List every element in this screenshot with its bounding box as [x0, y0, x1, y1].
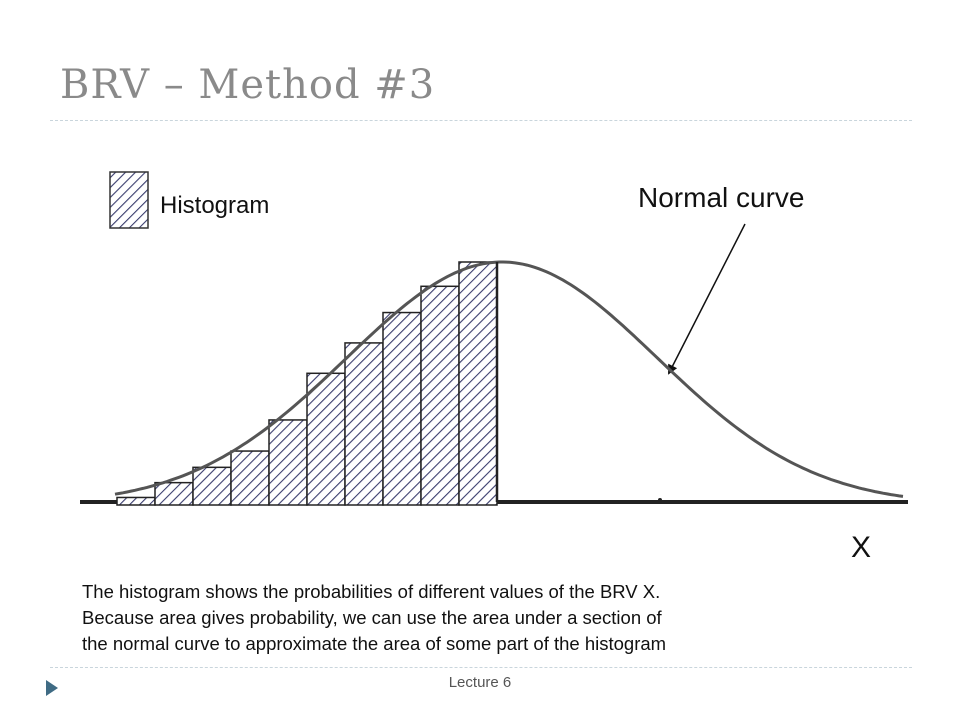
- histogram-bar: [458, 261, 498, 506]
- legend-swatch: [109, 171, 149, 229]
- histogram-bar: [230, 450, 270, 506]
- histogram-bar: [306, 372, 346, 506]
- slide-title: BRV – Method #3: [60, 62, 436, 108]
- caption-line: The histogram shows the probabilities of…: [82, 581, 661, 602]
- caption-line: Because area gives probability, we can u…: [82, 607, 662, 628]
- legend-label: Histogram: [160, 192, 269, 219]
- histogram-bar: [382, 311, 422, 506]
- curve-pointer-arrow: [668, 223, 746, 375]
- normal-curve: [114, 260, 904, 498]
- triangle-bullet-icon: [46, 680, 58, 696]
- caption-line: the normal curve to approximate the area…: [82, 633, 667, 654]
- title-divider: [50, 120, 912, 121]
- histogram-bar: [268, 419, 308, 506]
- histogram-bars: [116, 261, 498, 506]
- x-axis-label: X: [851, 531, 871, 564]
- caption: The histogram shows the probabilities of…: [82, 579, 862, 657]
- curve-label: Normal curve: [638, 182, 804, 213]
- histogram-bar: [154, 481, 194, 506]
- histogram-bar: [116, 496, 156, 506]
- histogram-bar: [420, 285, 460, 506]
- footer-text: Lecture 6: [448, 674, 512, 691]
- histogram-bar: [344, 342, 384, 506]
- histogram-bar: [192, 466, 232, 506]
- footer-divider: [50, 667, 912, 668]
- axis-tick-mark: [658, 498, 662, 502]
